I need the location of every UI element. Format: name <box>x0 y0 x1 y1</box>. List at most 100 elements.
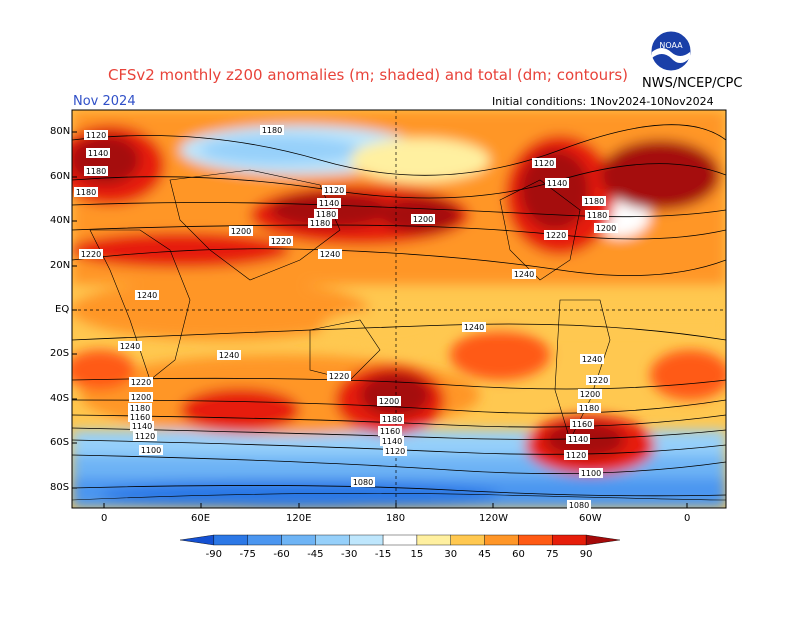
svg-text:1120: 1120 <box>324 186 344 195</box>
contour-label: 1220 <box>327 371 351 381</box>
lat-label: 60N <box>50 171 71 182</box>
colorbar-level-label: 90 <box>580 549 593 560</box>
lat-label: 80S <box>50 482 70 493</box>
svg-text:1180: 1180 <box>382 415 402 424</box>
contour-label: 1180 <box>308 218 332 228</box>
contour-label: 1100 <box>579 468 603 478</box>
svg-text:1220: 1220 <box>329 372 349 381</box>
lat-label: 20N <box>50 260 71 271</box>
svg-text:1200: 1200 <box>379 397 399 406</box>
contour-label: 1140 <box>317 198 341 208</box>
colorbar-swatch <box>552 534 587 546</box>
contour-label: 1240 <box>118 341 142 351</box>
svg-text:1140: 1140 <box>382 437 402 446</box>
contour-label: 1240 <box>217 350 241 360</box>
svg-text:1120: 1120 <box>135 432 155 441</box>
lat-label: 20S <box>50 348 70 359</box>
contour-label: 1180 <box>380 414 404 424</box>
svg-text:1160: 1160 <box>572 420 592 429</box>
contour-label: 1200 <box>578 389 602 399</box>
colorbar-swatch <box>349 534 384 546</box>
svg-text:1180: 1180 <box>316 210 336 219</box>
lat-label: 80N <box>50 126 71 137</box>
coastlines <box>72 169 726 501</box>
lon-label: 120E <box>286 513 312 524</box>
colorbar-level-label: -75 <box>240 549 256 560</box>
colorbar-swatch <box>179 534 215 546</box>
contour-label: 1220 <box>269 236 293 246</box>
contour-label: 1180 <box>582 196 606 206</box>
contour-label: 1240 <box>318 249 342 259</box>
agency-label: NWS/NCEP/CPC <box>642 76 743 91</box>
colorbar-swatch <box>382 534 418 546</box>
contour-label: 1140 <box>130 421 154 431</box>
lon-label: 0 <box>684 513 691 524</box>
colorbar-swatch <box>484 534 519 546</box>
svg-text:1240: 1240 <box>464 323 484 332</box>
svg-text:1120: 1120 <box>385 447 405 456</box>
svg-text:1220: 1220 <box>81 250 101 259</box>
colorbar-swatch <box>518 534 553 546</box>
colorbar-level-label: -30 <box>341 549 357 560</box>
lon-label: 0 <box>101 513 108 524</box>
svg-text:1180: 1180 <box>262 126 282 135</box>
svg-text:1240: 1240 <box>320 250 340 259</box>
lat-label: EQ <box>55 304 70 315</box>
colorbar-swatch <box>281 534 316 546</box>
svg-text:1080: 1080 <box>569 501 589 510</box>
svg-text:1140: 1140 <box>319 199 339 208</box>
svg-text:1180: 1180 <box>130 404 150 413</box>
contour-label: 1120 <box>322 185 346 195</box>
svg-text:1120: 1120 <box>534 159 554 168</box>
contour-label: 1140 <box>86 148 110 158</box>
contour-label: 1140 <box>545 178 569 188</box>
colorbar-level-label: -90 <box>206 549 222 560</box>
contour-label: 1240 <box>512 269 536 279</box>
height-contours <box>72 124 726 497</box>
svg-text:1200: 1200 <box>580 390 600 399</box>
contour-label: 1120 <box>532 158 556 168</box>
colorbar-swatch <box>315 534 350 546</box>
lon-label: 180 <box>386 513 406 524</box>
svg-text:1240: 1240 <box>120 342 140 351</box>
contour-label: 1120 <box>383 446 407 456</box>
contour-label: 1160 <box>378 426 402 436</box>
contour-label: 1220 <box>79 249 103 259</box>
contour-label: 1220 <box>544 230 568 240</box>
contour-label: 1200 <box>129 392 153 402</box>
svg-text:1180: 1180 <box>86 167 106 176</box>
lon-label: 60W <box>579 513 602 524</box>
contour-label: 1140 <box>566 434 590 444</box>
svg-text:1220: 1220 <box>546 231 566 240</box>
contour-label: 1120 <box>133 431 157 441</box>
svg-text:1200: 1200 <box>413 215 433 224</box>
svg-text:1220: 1220 <box>131 378 151 387</box>
svg-text:NOAA: NOAA <box>659 41 683 50</box>
contour-label: 1080 <box>567 500 591 510</box>
svg-text:1100: 1100 <box>581 469 601 478</box>
forecast-month: Nov 2024 <box>73 94 136 109</box>
colorbar-level-label: 45 <box>478 549 491 560</box>
contour-label: 1180 <box>577 403 601 413</box>
lat-label: 60S <box>50 437 70 448</box>
svg-text:1120: 1120 <box>86 131 106 140</box>
svg-text:1080: 1080 <box>353 478 373 487</box>
contour-label-group: 1120 1140 1180 1180 1180 1120 1140 1180 … <box>74 125 618 510</box>
contour-label: 1180 <box>260 125 284 135</box>
initial-conditions: Initial conditions: 1Nov2024-10Nov2024 <box>492 95 714 108</box>
contour-label: 1140 <box>380 436 404 446</box>
contour-label: 1220 <box>129 377 153 387</box>
svg-text:1140: 1140 <box>568 435 588 444</box>
svg-text:1180: 1180 <box>584 197 604 206</box>
contour-label: 1180 <box>74 187 98 197</box>
svg-text:1160: 1160 <box>130 413 150 422</box>
svg-text:1240: 1240 <box>219 351 239 360</box>
map-title: CFSv2 monthly z200 anomalies (m; shaded)… <box>108 66 629 84</box>
contour-label: 1080 <box>351 477 375 487</box>
svg-text:1160: 1160 <box>380 427 400 436</box>
contour-label: 1160 <box>570 419 594 429</box>
svg-text:1220: 1220 <box>271 237 291 246</box>
colorbar-level-label: 15 <box>411 549 424 560</box>
svg-text:1140: 1140 <box>547 179 567 188</box>
colorbar-level-label: 30 <box>444 549 457 560</box>
